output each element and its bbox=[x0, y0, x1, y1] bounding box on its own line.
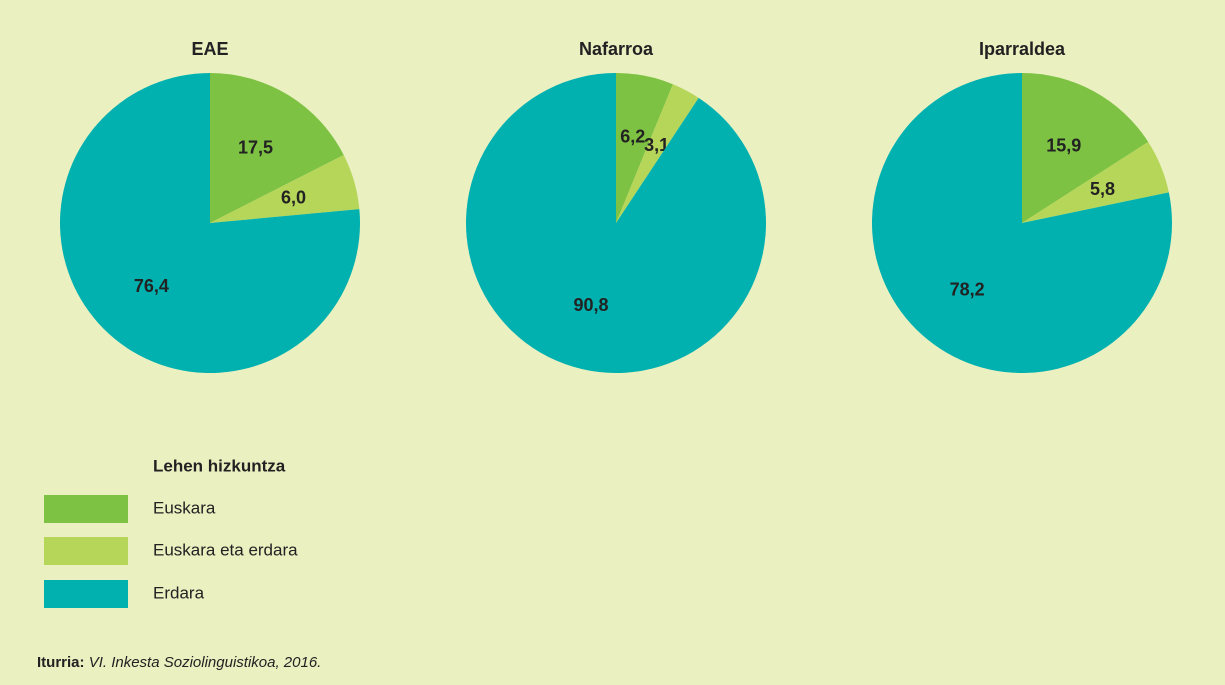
pie-slice bbox=[1022, 73, 1149, 223]
pie-slice bbox=[616, 84, 699, 223]
data-label: 78,2 bbox=[950, 279, 985, 299]
source-text: VI. Inkesta Soziolinguistikoa, 2016. bbox=[89, 654, 322, 671]
legend-title: Lehen hizkuntza bbox=[153, 456, 286, 475]
pie-title: Nafarroa bbox=[579, 39, 654, 59]
data-label: 6,0 bbox=[281, 188, 306, 208]
data-label: 3,1 bbox=[644, 135, 669, 155]
legend-swatch bbox=[44, 537, 128, 565]
pie-slice bbox=[466, 73, 766, 373]
pie-slice bbox=[210, 155, 360, 223]
data-label: 17,5 bbox=[238, 138, 273, 158]
data-label: 76,4 bbox=[134, 276, 169, 296]
pie-slice bbox=[872, 73, 1172, 373]
data-label: 90,8 bbox=[573, 295, 608, 315]
pie-slice bbox=[616, 73, 673, 223]
pie-slice bbox=[210, 73, 344, 223]
pie-slice bbox=[60, 73, 360, 373]
data-label: 15,9 bbox=[1046, 135, 1081, 155]
pie-title: Iparraldea bbox=[979, 39, 1066, 59]
pie-slice bbox=[1022, 141, 1169, 223]
source: Iturria: VI. Inkesta Soziolinguistikoa, … bbox=[37, 654, 321, 671]
legend-label: Erdara bbox=[153, 583, 205, 602]
legend-swatch bbox=[44, 580, 128, 608]
legend-label: Euskara eta erdara bbox=[153, 540, 298, 559]
legend-swatch bbox=[44, 495, 128, 523]
data-label: 5,8 bbox=[1090, 179, 1115, 199]
legend-label: Euskara bbox=[153, 498, 216, 517]
pie-title: EAE bbox=[191, 39, 228, 59]
data-label: 6,2 bbox=[620, 126, 645, 146]
source-label: Iturria: bbox=[37, 654, 85, 671]
